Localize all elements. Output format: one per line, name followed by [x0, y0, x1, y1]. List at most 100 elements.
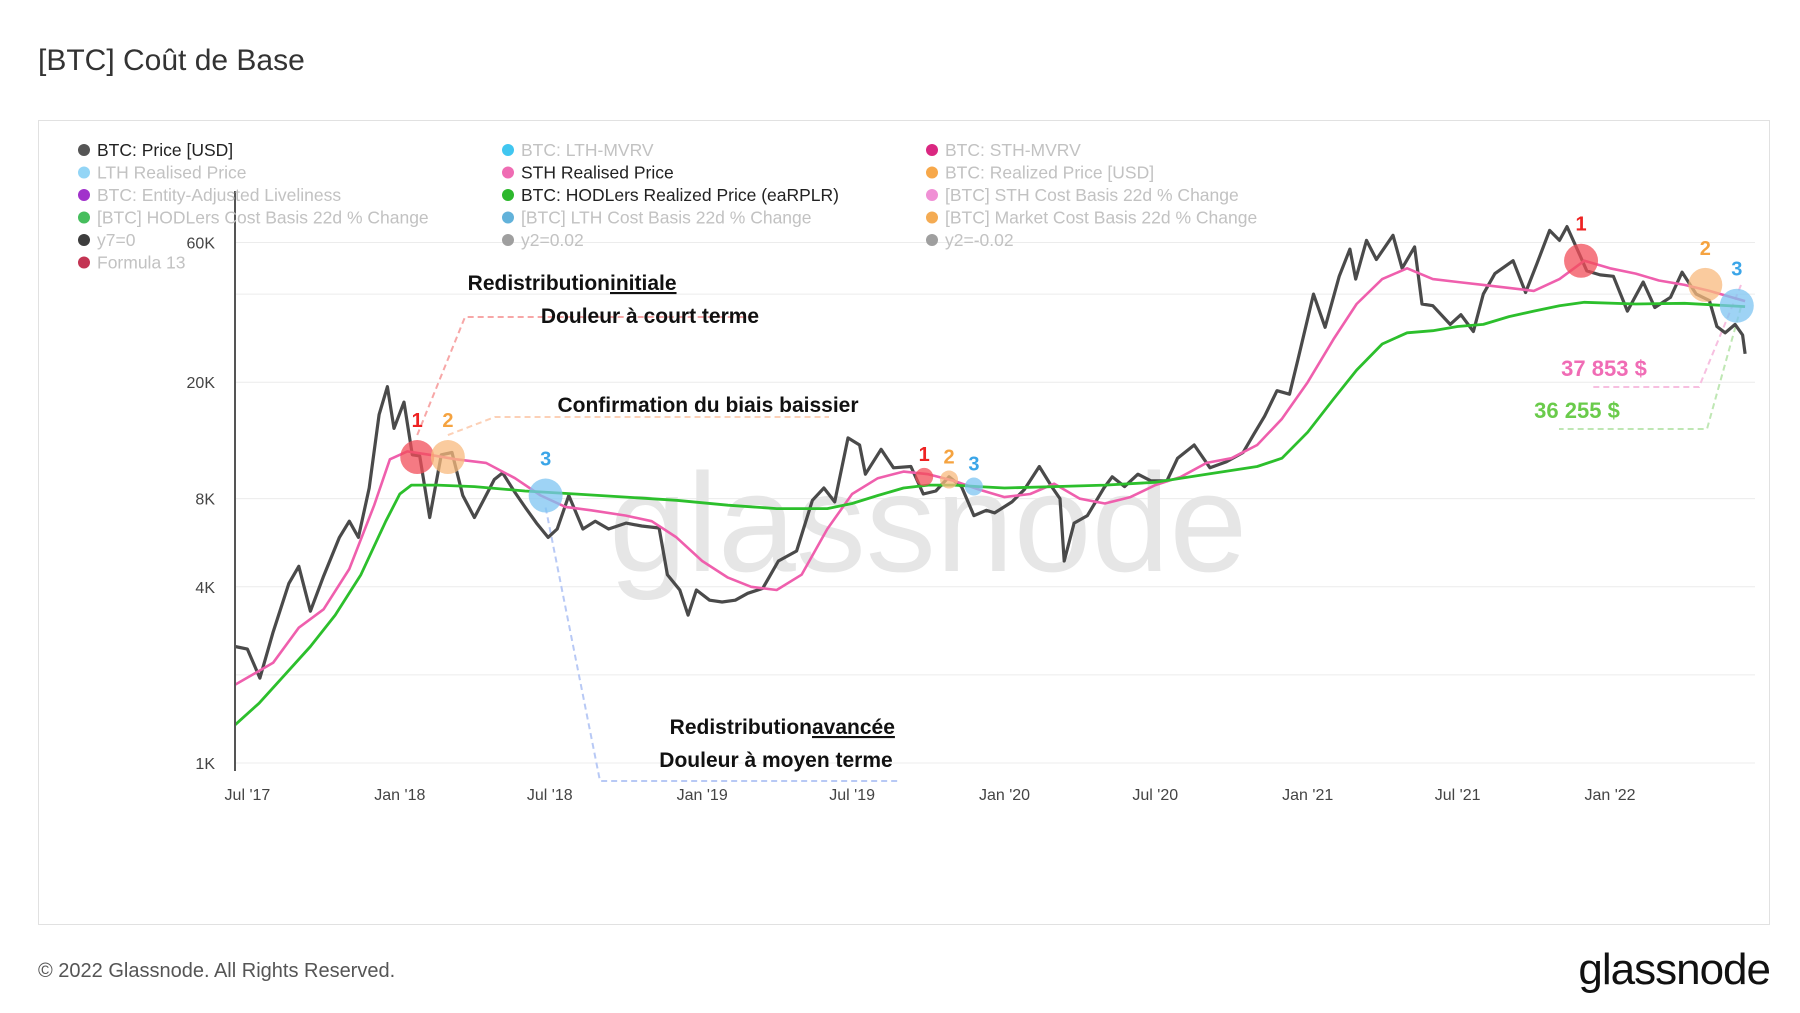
annotation-text: Redistribution — [670, 716, 812, 739]
y-tick-label: 1K — [195, 756, 215, 773]
legend-label: [BTC] LTH Cost Basis 22d % Change — [521, 208, 812, 228]
legend-label: [BTC] STH Cost Basis 22d % Change — [945, 185, 1239, 205]
legend-item[interactable]: y2=-0.02 — [926, 230, 1014, 250]
legend-label: BTC: STH-MVRV — [945, 140, 1081, 160]
legend-item[interactable]: [BTC] Market Cost Basis 22d % Change — [926, 208, 1257, 228]
marker-2-circle — [431, 440, 465, 474]
legend-dot-icon — [502, 234, 514, 246]
x-tick-label: Jan '20 — [979, 787, 1030, 804]
legend-dot-icon — [78, 144, 90, 156]
hodler-price-label: 36 255 $ — [1534, 398, 1620, 423]
legend-item[interactable]: [BTC] STH Cost Basis 22d % Change — [926, 185, 1239, 205]
annotation-text-underlined: avancée — [812, 716, 895, 739]
legend-label: y2=0.02 — [521, 230, 584, 250]
annotation-text: Confirmation du biais baissier — [557, 394, 858, 417]
legend-item[interactable]: [BTC] HODLers Cost Basis 22d % Change — [78, 208, 429, 228]
legend-label: [BTC] Market Cost Basis 22d % Change — [945, 208, 1257, 228]
legend-label: BTC: LTH-MVRV — [521, 140, 654, 160]
y-tick-label: 60K — [187, 236, 216, 253]
legend-item[interactable]: BTC: Price [USD] — [78, 140, 233, 160]
legend-item[interactable]: STH Realised Price — [502, 163, 674, 183]
legend-item[interactable]: y7=0 — [78, 230, 136, 250]
legend-label: BTC: Entity-Adjusted Liveliness — [97, 185, 341, 205]
marker-2-label: 2 — [1700, 238, 1711, 260]
annotation-text-underlined: initiale — [610, 272, 677, 295]
legend-label: STH Realised Price — [521, 163, 674, 183]
legend-dot-icon — [926, 212, 938, 224]
sth-price-label: 37 853 $ — [1561, 356, 1647, 381]
legend-label: y7=0 — [97, 230, 136, 250]
legend-dot-icon — [78, 212, 90, 224]
legend-dot-icon — [78, 257, 90, 269]
x-tick-label: Jul '19 — [829, 787, 875, 804]
chart-frame: glassnode 123123123 1K4K8K20K60KJul '17J… — [38, 120, 1770, 925]
legend-item[interactable]: BTC: Entity-Adjusted Liveliness — [78, 185, 341, 205]
legend-item[interactable]: Formula 13 — [78, 253, 186, 273]
marker-3-circle — [1720, 289, 1754, 323]
annotation-bearish-confirmation: Confirmation du biais baissier — [557, 394, 858, 417]
marker-3-label: 3 — [968, 454, 979, 476]
annotation-text: Redistribution — [468, 272, 610, 295]
legend-label: [BTC] HODLers Cost Basis 22d % Change — [97, 208, 429, 228]
x-tick-label: Jan '19 — [677, 787, 728, 804]
x-tick-label: Jul '21 — [1435, 787, 1481, 804]
legend-dot-icon — [502, 212, 514, 224]
legend-dot-icon — [502, 167, 514, 179]
legend-label: Formula 13 — [97, 253, 186, 273]
legend-item[interactable]: LTH Realised Price — [78, 163, 246, 183]
legend-item[interactable]: BTC: STH-MVRV — [926, 140, 1081, 160]
legend-label: LTH Realised Price — [97, 163, 246, 183]
legend-item[interactable]: [BTC] LTH Cost Basis 22d % Change — [502, 208, 812, 228]
legend-dot-icon — [502, 144, 514, 156]
legend-dot-icon — [78, 167, 90, 179]
marker-3-circle — [965, 478, 983, 496]
y-tick-label: 8K — [195, 492, 215, 509]
legend-item[interactable]: y2=0.02 — [502, 230, 584, 250]
legend-label: BTC: HODLers Realized Price (eaRPLR) — [521, 185, 839, 205]
marker-2-label: 2 — [442, 410, 453, 432]
annotation-advanced-redistribution: Redistribution avancée Douleur à moyen t… — [659, 716, 895, 772]
legend-item[interactable]: BTC: LTH-MVRV — [502, 140, 654, 160]
marker-1-label: 1 — [412, 410, 423, 432]
legend-dot-icon — [926, 189, 938, 201]
y-tick-label: 20K — [187, 375, 216, 392]
marker-1-circle — [1564, 244, 1598, 278]
legend-dot-icon — [926, 144, 938, 156]
legend-dot-icon — [78, 189, 90, 201]
marker-2-label: 2 — [943, 447, 954, 469]
legend-dot-icon — [926, 167, 938, 179]
annotation-initial-redistribution: Redistribution initiale Douleur à court … — [468, 272, 759, 328]
marker-3-label: 3 — [540, 449, 551, 471]
marker-3-label: 3 — [1731, 259, 1742, 281]
legend-dot-icon — [502, 189, 514, 201]
y-tick-label: 4K — [195, 580, 215, 597]
marker-1-label: 1 — [919, 444, 930, 466]
marker-1-label: 1 — [1575, 214, 1586, 236]
watermark-text: glassnode — [609, 444, 1247, 601]
marker-2-circle — [940, 471, 958, 489]
legend[interactable]: BTC: Price [USD] BTC: LTH-MVRV BTC: STH-MV… — [78, 140, 1257, 273]
legend-item[interactable]: BTC: Realized Price [USD] — [926, 163, 1154, 183]
marker-3-circle — [529, 479, 563, 513]
annotation-guide-line — [448, 417, 829, 435]
marker-1-circle — [915, 468, 933, 486]
page-title: [BTC] Coût de Base — [38, 44, 305, 78]
legend-label: BTC: Realized Price [USD] — [945, 163, 1154, 183]
copyright-text: © 2022 Glassnode. All Rights Reserved. — [38, 960, 395, 983]
legend-dot-icon — [78, 234, 90, 246]
marker-2-circle — [1688, 268, 1722, 302]
x-tick-label: Jul '20 — [1132, 787, 1178, 804]
x-tick-label: Jul '18 — [527, 787, 573, 804]
x-tick-label: Jan '21 — [1282, 787, 1333, 804]
chart-svg: glassnode 123123123 1K4K8K20K60KJul '17J… — [39, 121, 1769, 924]
x-tick-label: Jan '22 — [1584, 787, 1635, 804]
legend-dot-icon — [926, 234, 938, 246]
x-tick-label: Jan '18 — [374, 787, 425, 804]
marker-1-circle — [400, 440, 434, 474]
x-tick-label: Jul '17 — [225, 787, 271, 804]
legend-item[interactable]: BTC: HODLers Realized Price (eaRPLR) — [502, 185, 839, 205]
legend-label: y2=-0.02 — [945, 230, 1014, 250]
brand-logo[interactable]: glassnode — [1578, 945, 1770, 995]
annotation-text: Douleur à court terme — [541, 305, 759, 328]
annotation-text: Douleur à moyen terme — [659, 749, 892, 772]
